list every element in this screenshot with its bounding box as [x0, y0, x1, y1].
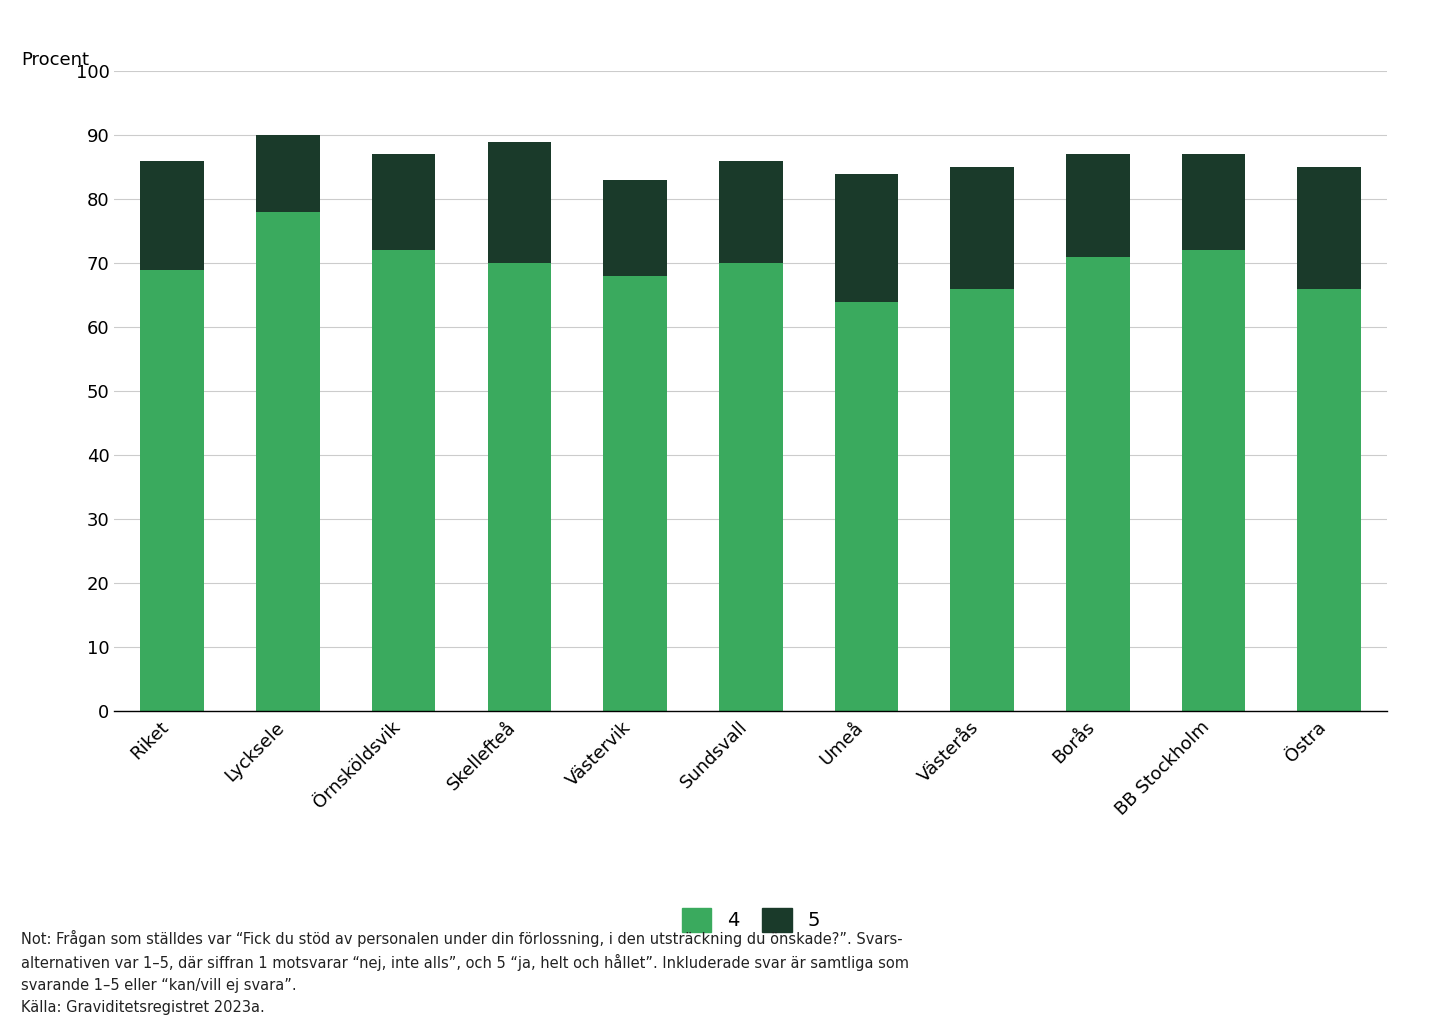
Bar [1297, 168, 1361, 289]
Bar [603, 180, 666, 276]
Bar [1181, 154, 1246, 250]
Bar [951, 168, 1014, 289]
Bar [488, 141, 551, 263]
Bar [1181, 250, 1246, 711]
Legend: 4, 5: 4, 5 [674, 900, 828, 940]
Bar [603, 276, 666, 711]
Bar [835, 174, 898, 302]
Bar [256, 135, 320, 212]
Bar [1065, 154, 1130, 257]
Bar [1065, 257, 1130, 711]
Bar [140, 161, 204, 269]
Bar [719, 161, 782, 263]
Bar [719, 263, 782, 711]
Bar [256, 212, 320, 711]
Bar [488, 263, 551, 711]
Bar [140, 269, 204, 711]
Text: Procent: Procent [21, 51, 90, 69]
Bar [1297, 289, 1361, 711]
Text: Not: Frågan som ställdes var “Fick du stöd av personalen under din förlossning, : Not: Frågan som ställdes var “Fick du st… [21, 930, 909, 1015]
Bar [835, 302, 898, 711]
Bar [951, 289, 1014, 711]
Bar [372, 154, 436, 250]
Bar [372, 250, 436, 711]
